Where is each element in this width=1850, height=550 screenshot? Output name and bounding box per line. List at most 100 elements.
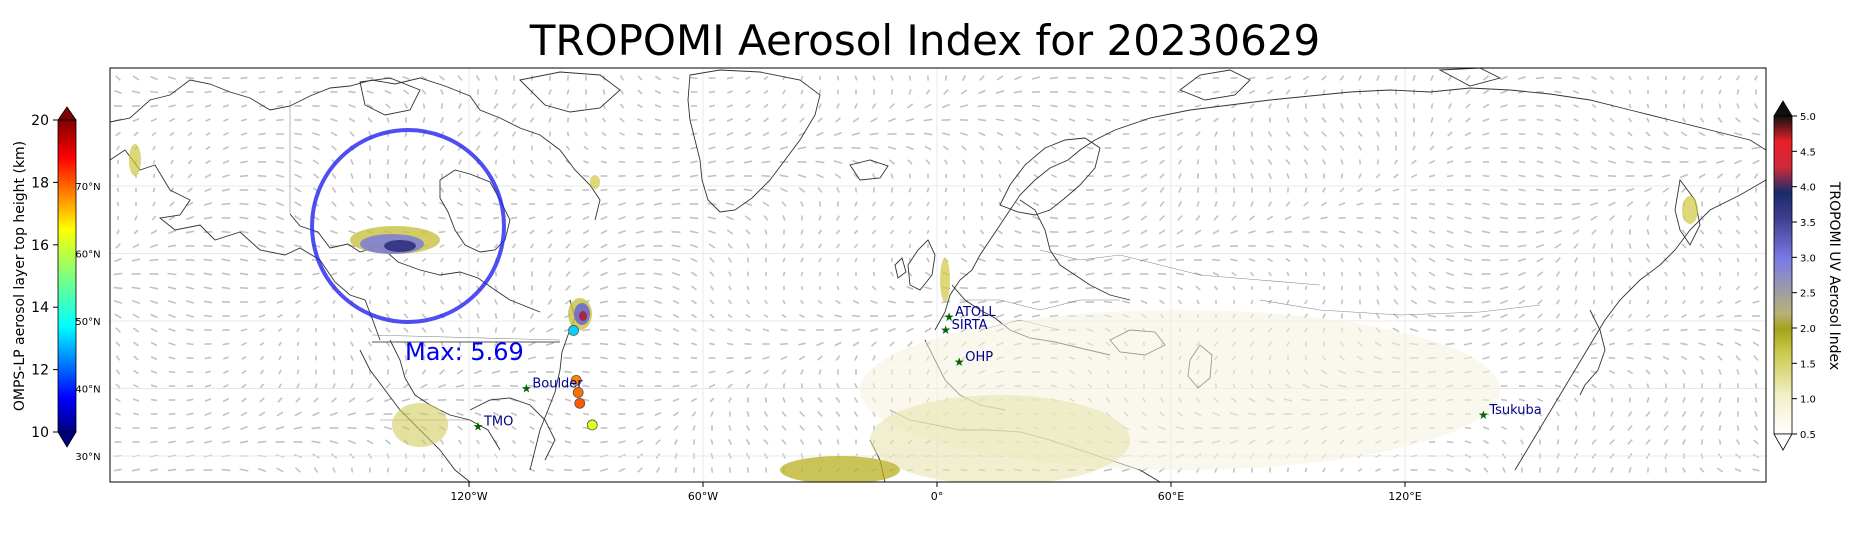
wind-arrow bbox=[1500, 174, 1508, 178]
wind-arrow bbox=[600, 468, 608, 472]
wind-arrow bbox=[1086, 104, 1094, 108]
wind-arrow bbox=[113, 286, 123, 290]
wind-arrow bbox=[1482, 174, 1490, 178]
wind-arrow bbox=[492, 355, 500, 361]
wind-arrow bbox=[1268, 271, 1272, 277]
wind-arrow bbox=[1376, 299, 1380, 305]
wind-arrow bbox=[1212, 258, 1220, 262]
wind-arrow bbox=[1231, 271, 1237, 277]
wind-arrow bbox=[1610, 411, 1614, 417]
wind-arrow bbox=[456, 201, 464, 207]
wind-arrow bbox=[1754, 215, 1758, 221]
wind-arrow bbox=[960, 89, 968, 95]
wind-arrow bbox=[725, 174, 735, 178]
wind-arrow bbox=[293, 258, 303, 262]
wind-arrow bbox=[672, 411, 680, 417]
wind-arrow bbox=[1717, 229, 1723, 235]
wind-arrow bbox=[509, 370, 519, 374]
wind-arrow bbox=[150, 313, 158, 319]
wind-arrow bbox=[1357, 467, 1363, 473]
wind-arrow bbox=[674, 439, 678, 445]
wind-arrow bbox=[1518, 327, 1526, 333]
wind-arrow bbox=[494, 313, 498, 319]
wind-arrow bbox=[1464, 160, 1472, 164]
wind-arrow bbox=[493, 439, 499, 445]
wind-arrow bbox=[1555, 132, 1561, 136]
wind-arrow bbox=[493, 243, 499, 249]
wind-arrow bbox=[835, 229, 841, 235]
wind-arrow bbox=[763, 313, 769, 319]
wind-arrow bbox=[1177, 159, 1183, 165]
wind-arrow bbox=[1447, 117, 1453, 123]
wind-arrow bbox=[1591, 89, 1597, 95]
wind-arrow bbox=[869, 146, 879, 150]
wind-arrow bbox=[169, 131, 175, 137]
wind-arrow bbox=[240, 118, 248, 122]
colorbar-right: 0.51.01.52.02.53.03.54.04.55.0 TROPOMI U… bbox=[1773, 100, 1842, 451]
wind-arrow bbox=[636, 328, 644, 332]
wind-arrow bbox=[1175, 258, 1185, 262]
wind-arrow bbox=[600, 215, 608, 221]
wind-arrow bbox=[1069, 146, 1075, 150]
wind-arrow bbox=[1520, 439, 1524, 445]
wind-arrow bbox=[690, 257, 698, 263]
wind-arrow bbox=[1376, 271, 1380, 277]
wind-arrow bbox=[384, 439, 392, 445]
wind-arrow bbox=[853, 411, 859, 417]
wind-arrow bbox=[782, 383, 786, 389]
wind-arrow bbox=[115, 412, 121, 416]
wind-arrow bbox=[1267, 173, 1273, 179]
wind-arrow bbox=[1608, 201, 1616, 207]
wind-arrow bbox=[1681, 369, 1687, 375]
wind-arrow bbox=[1428, 243, 1436, 249]
wind-arrow bbox=[635, 202, 645, 206]
wind-arrow bbox=[564, 215, 572, 221]
wind-arrow bbox=[764, 285, 768, 291]
lat-tick-label: 60°N bbox=[75, 250, 100, 261]
wind-arrow bbox=[654, 75, 662, 81]
wind-arrow bbox=[1032, 216, 1040, 220]
wind-arrow bbox=[401, 398, 411, 402]
wind-arrow bbox=[582, 384, 590, 388]
wind-arrow bbox=[978, 243, 986, 249]
wind-arrow bbox=[1609, 327, 1615, 333]
wind-arrow bbox=[1572, 76, 1580, 80]
wind-arrow bbox=[1700, 439, 1704, 445]
wind-arrow bbox=[1663, 243, 1669, 249]
wind-arrow bbox=[1286, 173, 1290, 179]
wind-arrow bbox=[653, 202, 663, 206]
wind-arrow bbox=[726, 370, 734, 374]
wind-arrow bbox=[530, 299, 534, 305]
wind-arrow bbox=[1285, 131, 1291, 137]
wind-arrow bbox=[1465, 103, 1471, 109]
wind-arrow bbox=[1663, 131, 1669, 137]
wind-arrow bbox=[114, 313, 122, 319]
wind-arrow bbox=[1249, 159, 1255, 165]
wind-arrow bbox=[186, 104, 194, 108]
wind-arrow bbox=[167, 286, 177, 290]
wind-arrow bbox=[258, 146, 266, 150]
wind-arrow bbox=[869, 132, 879, 136]
wind-arrow bbox=[1321, 159, 1327, 165]
wind-arrow bbox=[1663, 229, 1669, 235]
wind-arrow bbox=[457, 355, 463, 361]
wind-arrow bbox=[923, 132, 933, 136]
wind-arrow bbox=[186, 440, 194, 444]
wind-arrow bbox=[1680, 328, 1688, 332]
wind-arrow bbox=[1680, 131, 1688, 137]
wind-arrow bbox=[185, 314, 195, 318]
wind-arrow bbox=[600, 412, 608, 416]
wind-arrow bbox=[150, 75, 158, 81]
wind-arrow bbox=[1140, 299, 1148, 305]
wind-arrow bbox=[961, 145, 967, 151]
wind-arrow bbox=[473, 398, 483, 402]
wind-arrow bbox=[1158, 229, 1166, 235]
wind-arrow bbox=[1572, 356, 1580, 360]
wind-arrow bbox=[924, 286, 932, 290]
wind-arrow bbox=[1122, 187, 1130, 193]
wind-arrow bbox=[1553, 216, 1563, 220]
wind-arrow bbox=[1232, 201, 1236, 207]
wind-arrow bbox=[781, 439, 787, 445]
wind-arrow bbox=[511, 327, 517, 333]
wind-arrow bbox=[205, 145, 211, 151]
